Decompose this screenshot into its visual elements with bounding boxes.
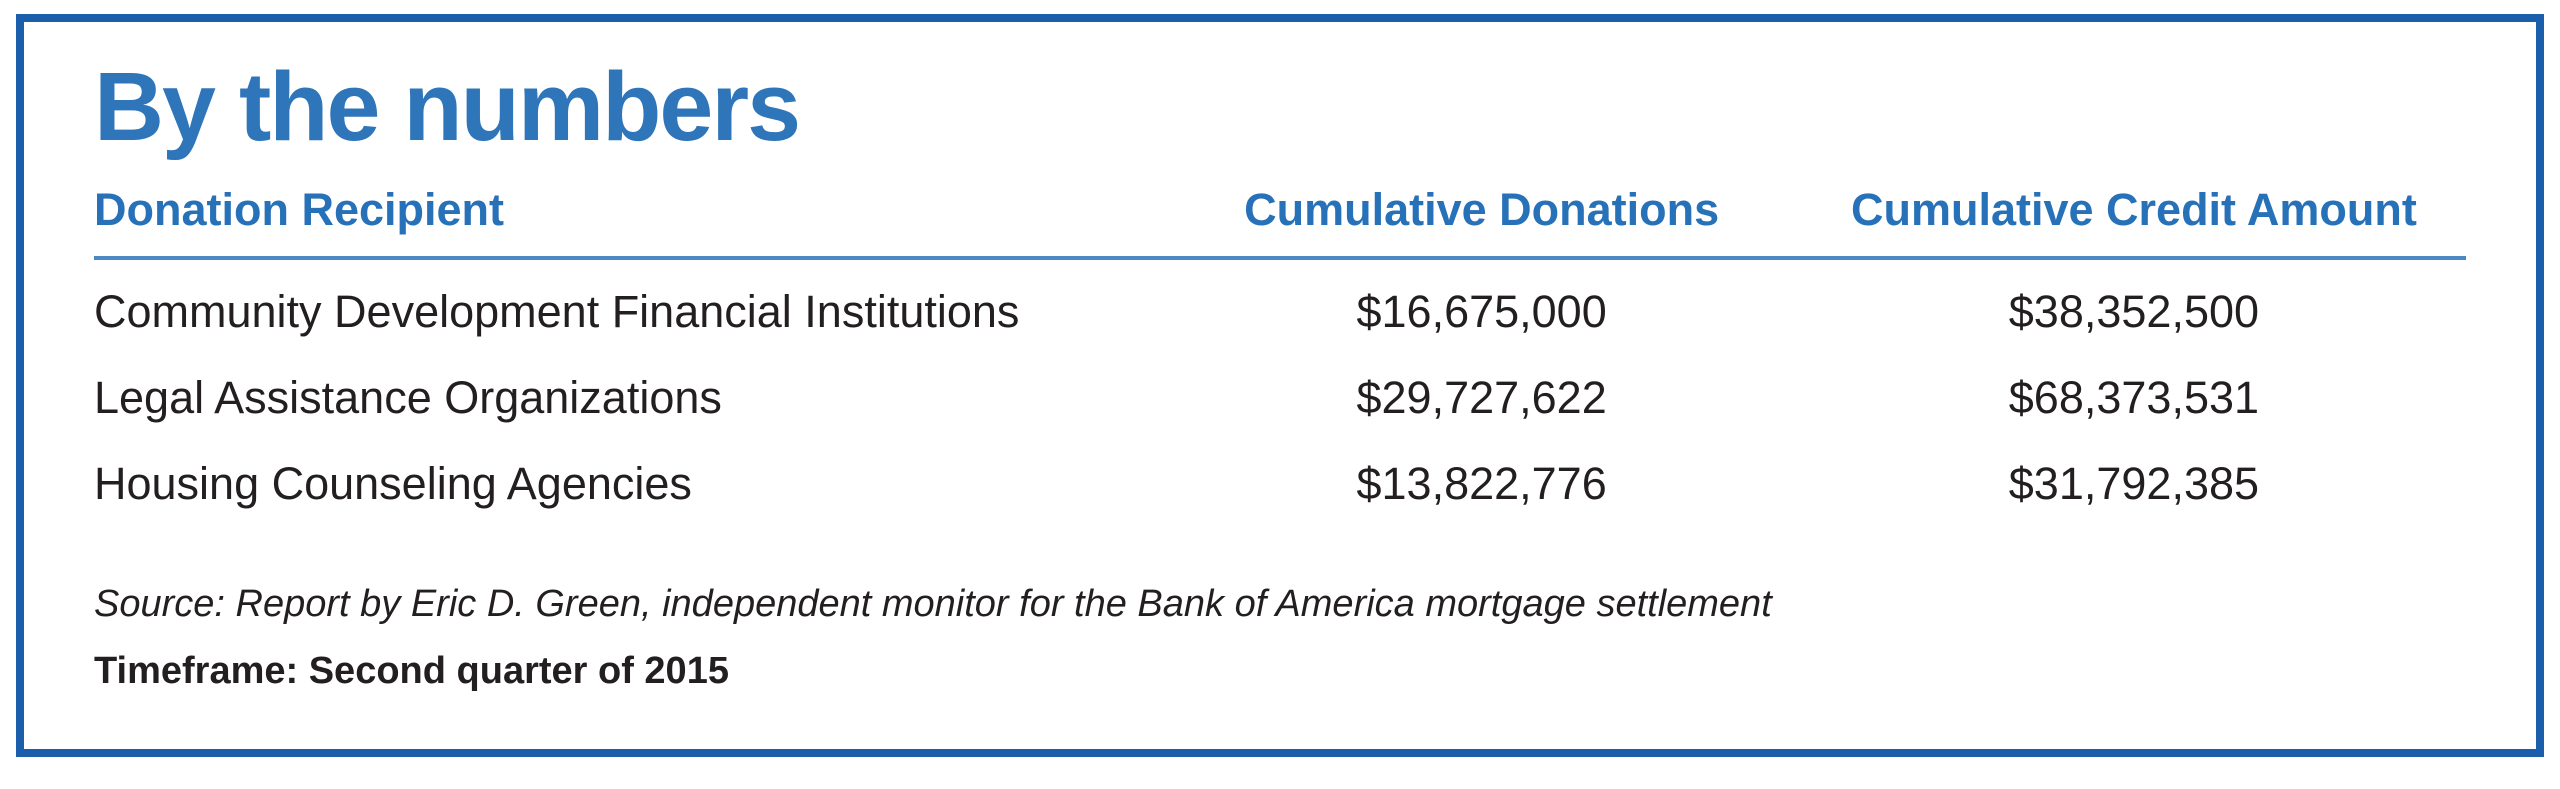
column-header-donations: Cumulative Donations	[1161, 183, 1802, 260]
column-header-credit: Cumulative Credit Amount	[1801, 183, 2466, 260]
table-row: Legal Assistance Organizations $29,727,6…	[94, 355, 2466, 441]
source-note: Source: Report by Eric D. Green, indepen…	[94, 582, 1772, 625]
table-row: Community Development Financial Institut…	[94, 258, 2466, 355]
timeframe-note: Timeframe: Second quarter of 2015	[94, 649, 729, 692]
table-header: Donation Recipient Cumulative Donations …	[94, 183, 2466, 260]
donations-cell: $13,822,776	[1356, 457, 1607, 509]
table-header-row: Donation Recipient Cumulative Donations …	[94, 183, 2466, 260]
credit-cell: $31,792,385	[2008, 457, 2260, 509]
figure-frame: By the numbers Donation Recipient Cumula…	[16, 14, 2544, 757]
column-header-recipient: Donation Recipient	[94, 183, 1162, 260]
credit-cell: $38,352,500	[2008, 285, 2260, 337]
recipient-cell: Housing Counseling Agencies	[94, 457, 692, 509]
table-row: Housing Counseling Agencies $13,822,776 …	[94, 441, 2466, 527]
credit-cell: $68,373,531	[2008, 371, 2260, 423]
recipient-cell: Community Development Financial Institut…	[94, 285, 1020, 337]
recipient-cell: Legal Assistance Organizations	[94, 371, 722, 423]
figure-title: By the numbers	[94, 52, 801, 161]
donations-table: Donation Recipient Cumulative Donations …	[94, 183, 2466, 527]
donations-cell: $29,727,622	[1356, 371, 1607, 423]
figure-content: By the numbers Donation Recipient Cumula…	[24, 22, 2536, 693]
table-body: Community Development Financial Institut…	[94, 258, 2466, 527]
donations-cell: $16,675,000	[1356, 285, 1607, 337]
